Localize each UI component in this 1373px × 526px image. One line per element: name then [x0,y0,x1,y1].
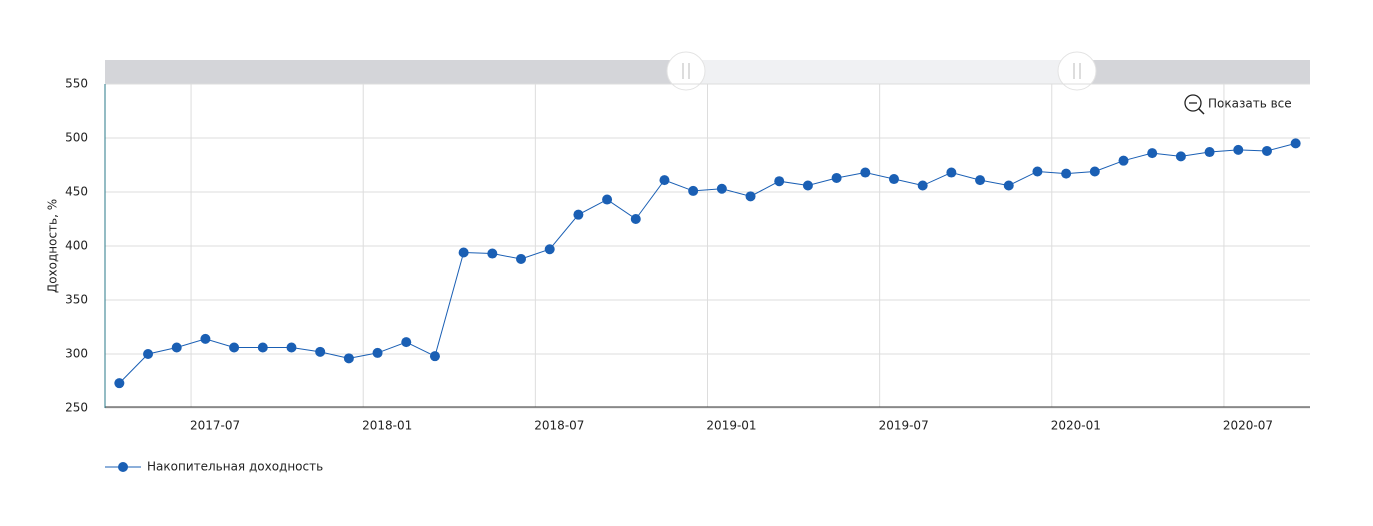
data-point [716,183,727,194]
legend-label: Накопительная доходность [147,460,323,474]
data-point [1290,138,1301,149]
data-point [114,378,125,389]
data-point [573,209,584,220]
y-tick-label: 500 [65,131,88,145]
data-point [1089,166,1100,177]
x-tick-label: 2018-07 [534,419,584,433]
data-point [1032,166,1043,177]
data-point [831,172,842,183]
data-point [1204,147,1215,158]
x-tick-label: 2020-07 [1223,419,1273,433]
y-tick-label: 350 [65,293,88,307]
data-point [1061,168,1072,179]
y-axis-title: Доходность, % [46,199,60,293]
x-tick-label: 2019-07 [879,419,929,433]
data-point [975,175,986,186]
data-point [917,180,928,191]
data-point [946,167,957,178]
data-point [659,175,670,186]
data-point [860,167,871,178]
data-point [774,176,785,187]
navigator-handle-left[interactable] [666,51,706,91]
x-tick-label: 2018-01 [362,419,412,433]
y-tick-label: 250 [65,401,88,415]
data-point [602,194,613,205]
data-point [630,214,641,224]
x-tick-label: 2017-07 [190,419,240,433]
data-point [429,351,440,362]
data-point [401,337,412,348]
data-point [544,244,555,255]
data-point [745,191,756,202]
zoom-reset-button[interactable]: Показать все [1184,94,1292,115]
data-point [1118,155,1129,166]
y-tick-label: 550 [65,77,88,91]
data-point [372,347,383,358]
data-point [802,180,813,191]
data-point [516,253,527,264]
data-point [343,353,354,364]
y-tick-label: 300 [65,347,88,361]
data-point [315,346,326,357]
y-tick-label: 450 [65,185,88,199]
data-point [257,342,268,353]
x-tick-label: 2020-01 [1051,419,1101,433]
legend-marker [118,462,128,472]
data-point [1003,180,1014,191]
data-point [688,185,699,196]
data-point [1147,148,1158,159]
data-point [487,248,498,259]
navigator-handle-right[interactable] [1057,51,1097,91]
data-point [1175,151,1186,162]
data-point [200,333,211,344]
data-point [458,247,469,258]
data-point [171,342,182,353]
data-point [229,342,240,353]
data-point [1261,145,1272,156]
y-tick-label: 400 [65,239,88,253]
x-tick-label: 2019-01 [706,419,756,433]
data-point [888,174,899,185]
data-point [1233,144,1244,155]
data-point [286,342,297,353]
data-point [143,349,154,359]
zoom-reset-label[interactable]: Показать все [1208,97,1292,111]
navigator-window[interactable] [686,60,1077,84]
